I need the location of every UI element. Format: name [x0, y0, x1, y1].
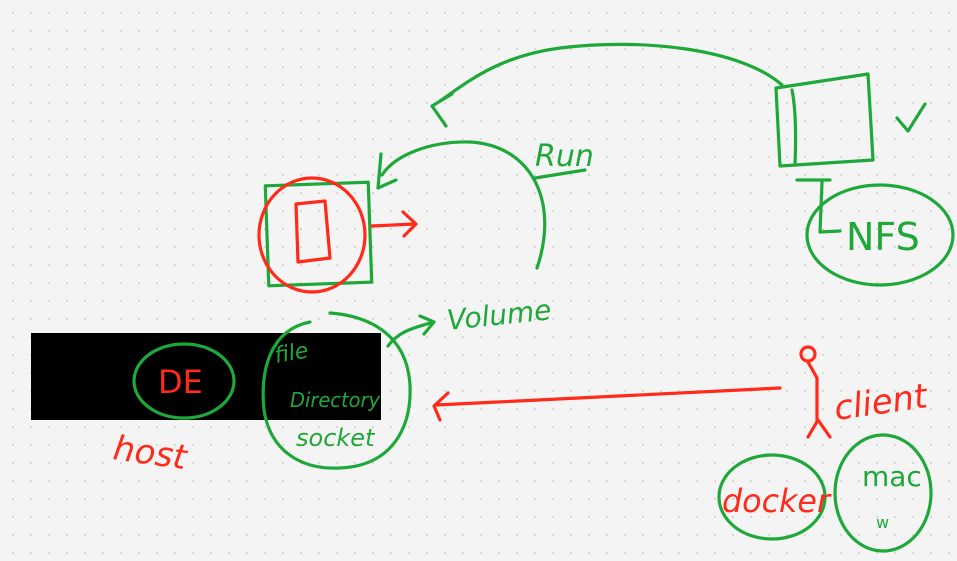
mac-sub-label: w [876, 513, 889, 532]
host-label: host [111, 428, 191, 478]
arrow-box-nfs [818, 180, 842, 234]
docker-circle [717, 453, 827, 541]
client-arrow [434, 386, 782, 407]
mac-label: mac [862, 460, 922, 493]
volume-arrow [386, 321, 432, 348]
arrow-top-long [438, 42, 784, 103]
container-inner-rect [294, 199, 332, 264]
run-arc-head [376, 152, 398, 190]
client-arrow-head [432, 391, 450, 422]
checkmark-icon [895, 102, 927, 133]
arrow-top-long-head [430, 92, 454, 128]
run-label: Run [535, 139, 594, 174]
nfs-circle [805, 183, 955, 287]
nfs-label: NFS [846, 215, 920, 259]
client-head-icon [799, 345, 817, 363]
socket-label: socket [296, 424, 376, 452]
red-arrow-out-head [401, 210, 418, 238]
run-arc [380, 140, 547, 270]
file-label: file [273, 338, 311, 368]
volume-label: Volume [445, 293, 553, 337]
box-right-line [790, 88, 798, 167]
de-circle [132, 342, 236, 420]
directory-label: Directory [290, 388, 381, 412]
red-arrow-out [370, 222, 416, 228]
docker-label: docker [722, 482, 832, 520]
de-label: DE [158, 363, 203, 401]
volume-arrow-head [418, 314, 436, 336]
container-square [263, 180, 374, 288]
client-legs [806, 418, 832, 439]
box-right [774, 72, 875, 168]
client-label: client [832, 376, 932, 429]
client-body [806, 360, 819, 422]
run-underline [533, 168, 587, 180]
mac-circle [833, 433, 933, 553]
container-red-circle [257, 176, 367, 294]
file-dir-socket-circle [261, 311, 412, 470]
